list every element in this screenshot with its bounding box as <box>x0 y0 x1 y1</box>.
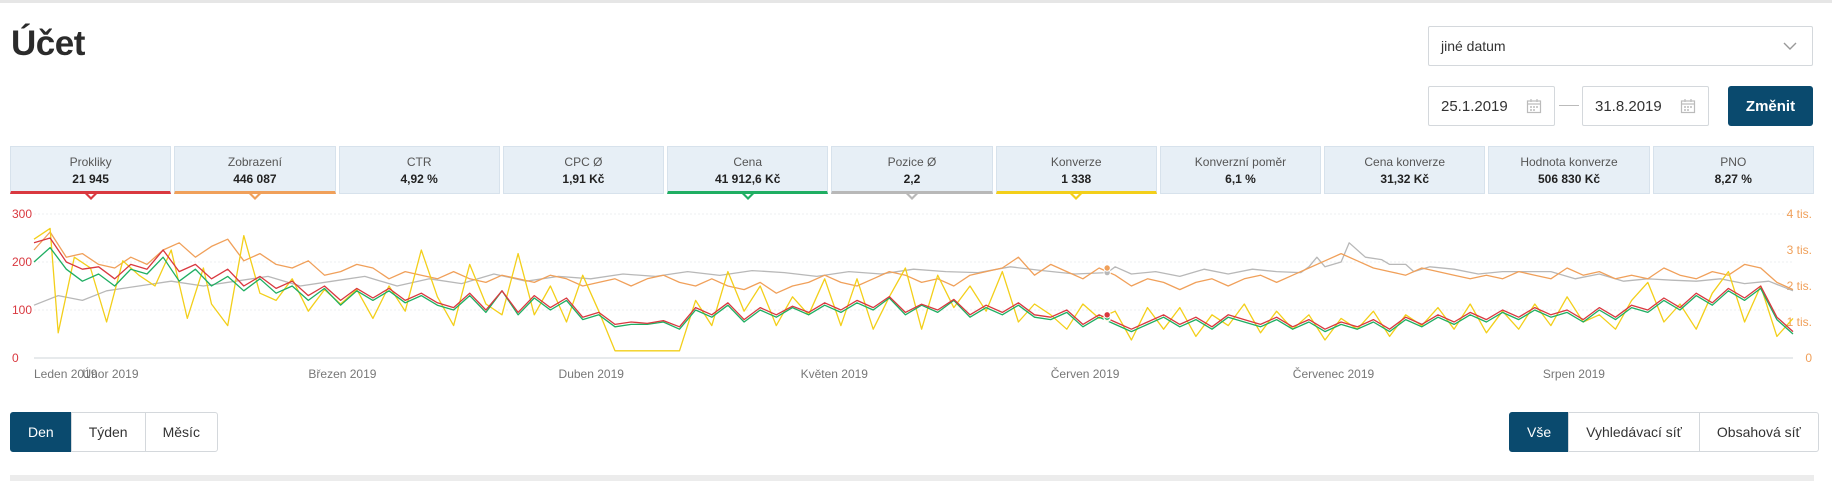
metric-label: Cena <box>733 155 763 169</box>
metric-tab-10[interactable]: PNO 8,27 % <box>1652 146 1814 194</box>
y-right-tick-label: 2 tis. <box>1787 279 1812 293</box>
bottom-panel-edge <box>10 475 1814 481</box>
metric-tab-3[interactable]: CPC Ø 1,91 Kč <box>502 146 665 194</box>
metric-value: 446 087 <box>233 172 277 186</box>
metric-label: Hodnota konverze <box>1520 155 1618 169</box>
metric-tab-1[interactable]: Zobrazení 446 087 <box>174 146 336 200</box>
metric-value: 4,92 % <box>400 172 438 186</box>
metric-value: 2,2 <box>903 172 921 186</box>
date-to-input[interactable] <box>1595 98 1675 115</box>
metric-value: 21 945 <box>72 172 109 186</box>
series-line-pozice- <box>33 242 1794 306</box>
granularity-option-2[interactable]: Měsíc <box>144 412 218 452</box>
metric-tab-9[interactable]: Hodnota konverze 506 830 Kč <box>1488 146 1650 194</box>
network-option-2[interactable]: Obsahová síť <box>1698 412 1819 452</box>
metric-tab-5[interactable]: Pozice Ø 2,2 <box>831 146 993 200</box>
date-from-input[interactable] <box>1441 98 1521 115</box>
network-toggle: Vše Vyhledávací síť Obsahová síť <box>1509 412 1819 452</box>
date-to-field[interactable] <box>1582 86 1709 126</box>
y-right-tick-label: 3 tis. <box>1787 243 1812 257</box>
metric-value: 1 338 <box>1061 172 1092 186</box>
series-line-cena <box>33 246 1794 335</box>
x-month-label: Leden 2019 <box>34 367 98 381</box>
y-right-tick-label: 4 tis. <box>1787 207 1812 221</box>
metric-label: Prokliky <box>69 155 112 169</box>
metric-value: 6,1 % <box>1225 172 1256 186</box>
metric-value: 8,27 % <box>1714 172 1752 186</box>
metric-label: Konverzní poměr <box>1194 155 1287 169</box>
performance-chart: 0 100 200 300 0 1 tis. 2 tis. 3 tis. 4 tis. Leden… <box>10 206 1814 384</box>
y-left-tick-label: 100 <box>12 303 32 317</box>
network-option-0[interactable]: Vše <box>1509 412 1570 452</box>
metric-label: Zobrazení <box>227 155 282 169</box>
metric-label: PNO <box>1720 155 1747 169</box>
page-title: Účet <box>11 24 85 63</box>
x-month-label: Červenec 2019 <box>1293 366 1375 381</box>
x-month-label: Květen 2019 <box>801 367 869 381</box>
change-date-button[interactable]: Změnit <box>1728 86 1813 126</box>
metric-label: Cena konverze <box>1364 155 1446 169</box>
chevron-down-icon <box>1783 42 1797 50</box>
hover-marker <box>1103 264 1111 272</box>
metric-value: 1,91 Kč <box>562 172 605 186</box>
calendar-icon <box>1680 99 1696 114</box>
series-line-zobrazen- <box>33 231 1794 294</box>
top-border <box>0 0 1832 3</box>
date-range-separator <box>1559 105 1579 106</box>
x-month-label: Březen 2019 <box>308 367 376 381</box>
date-from-field[interactable] <box>1428 86 1555 126</box>
x-month-label: Srpen 2019 <box>1543 367 1605 381</box>
metric-tab-6[interactable]: Konverze 1 338 <box>995 146 1157 200</box>
hover-marker <box>1103 311 1111 319</box>
metric-label: Konverze <box>1050 155 1102 169</box>
y-right-tick-label: 0 <box>1805 351 1812 365</box>
series-line-konverze <box>33 227 1794 352</box>
metric-label: CPC Ø <box>564 155 603 169</box>
metric-value: 506 830 Kč <box>1537 172 1601 186</box>
calendar-icon <box>1526 99 1542 114</box>
y-left-tick-label: 0 <box>12 351 19 365</box>
x-month-label: Červen 2019 <box>1051 366 1120 381</box>
y-left-tick-label: 300 <box>12 207 32 221</box>
metric-tab-2[interactable]: CTR 4,92 % <box>338 146 500 194</box>
granularity-option-1[interactable]: Týden <box>70 412 146 452</box>
metric-tab-4[interactable]: Cena 41 912,6 Kč <box>667 146 829 200</box>
metric-value: 41 912,6 Kč <box>715 172 781 186</box>
metric-label: Pozice Ø <box>887 155 937 169</box>
metric-tab-0[interactable]: Prokliky 21 945 <box>10 146 172 200</box>
network-option-1[interactable]: Vyhledávací síť <box>1568 412 1700 452</box>
x-month-label: Únor 2019 <box>82 366 138 381</box>
granularity-toggle: Den Týden Měsíc <box>10 412 218 452</box>
date-preset-select[interactable]: jiné datum <box>1428 26 1813 66</box>
metric-label: CTR <box>406 155 432 169</box>
x-month-label: Duben 2019 <box>559 367 625 381</box>
metric-value: 31,32 Kč <box>1380 172 1430 186</box>
granularity-option-0[interactable]: Den <box>10 412 72 452</box>
date-preset-value: jiné datum <box>1441 38 1506 54</box>
metric-tab-7[interactable]: Konverzní poměr 6,1 % <box>1159 146 1322 194</box>
y-left-tick-label: 200 <box>12 255 32 269</box>
metric-tabs: Prokliky 21 945 Zobrazení 446 087 CTR 4,92 % C… <box>10 146 1814 200</box>
metric-tab-8[interactable]: Cena konverze 31,32 Kč <box>1324 146 1486 194</box>
series-line-prokliky <box>33 237 1794 333</box>
